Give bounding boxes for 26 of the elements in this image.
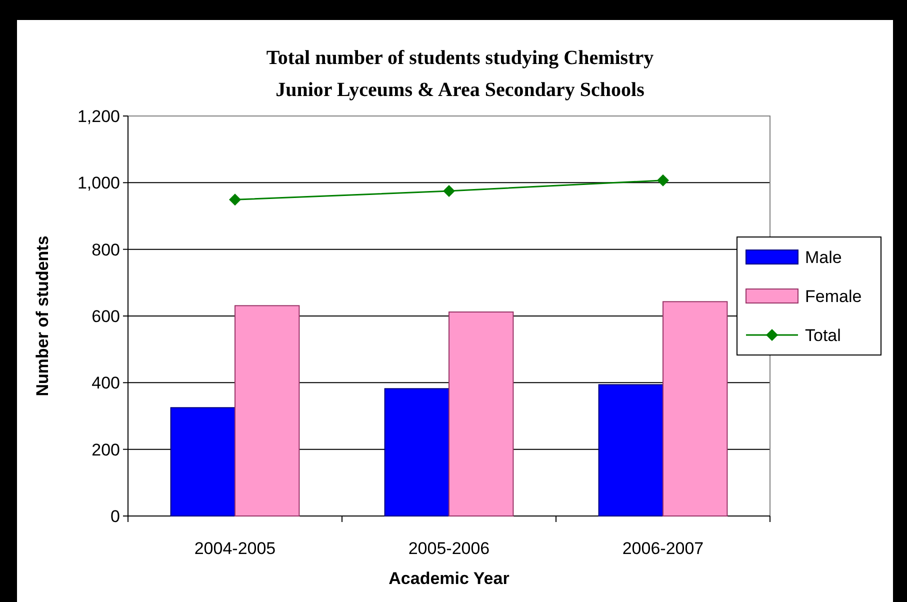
y-tick-label: 1,000 [77, 174, 120, 193]
bar [662, 301, 728, 516]
legend-label: Male [805, 248, 842, 267]
x-tick-label: 2005-2006 [408, 539, 490, 558]
bar [598, 384, 664, 516]
y-tick-label: 800 [92, 240, 120, 260]
y-tick-label: 400 [92, 374, 120, 393]
chart-subtitle: Junior Lyceums & Area Secondary Schools [276, 79, 645, 101]
bar [448, 312, 514, 516]
y-tick-label: 200 [92, 440, 120, 460]
point [229, 194, 241, 206]
y-tick-label: 1,200 [77, 106, 120, 126]
legend-label: Total [805, 326, 841, 345]
x-axis-title: Academic Year [388, 569, 510, 588]
chart-title: Total number of students studying Chemistry [266, 47, 654, 69]
x-tick-label: 2004-2005 [194, 539, 276, 558]
bar [384, 388, 450, 516]
point [657, 174, 669, 186]
y-axis-title: Number of students [33, 236, 52, 396]
x-tick-label: 2006-2007 [622, 539, 704, 558]
y-tick-label: 600 [92, 306, 120, 326]
point [443, 185, 455, 197]
y-tick-label: 0 [110, 506, 120, 526]
bar [234, 305, 300, 516]
legend-label: Female [805, 286, 862, 306]
bar [170, 407, 236, 516]
